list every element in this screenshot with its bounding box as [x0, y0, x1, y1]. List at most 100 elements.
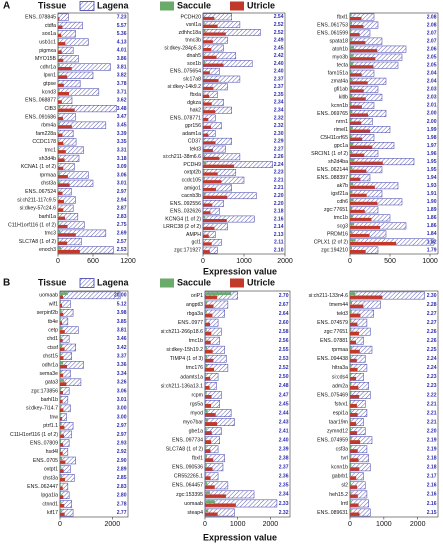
gene-label: C5H11orf65: [320, 135, 348, 141]
bar-saccule: [58, 89, 60, 92]
ratio-label: 3.82: [117, 73, 127, 79]
ratio-label: 7.23: [117, 14, 127, 20]
gene-label: si:ch211-38m6.6: [163, 154, 201, 160]
gene-label: vsnl1a: [186, 22, 201, 28]
ratio-label: 3.00: [117, 414, 127, 420]
bar-saccule: [350, 94, 353, 97]
bar-utricle: [60, 295, 64, 299]
gene-label: zgc:77651: [324, 207, 348, 213]
gene-label: angptl3: [186, 302, 203, 308]
ratio-label: 4.01: [117, 48, 127, 54]
bar-utricle: [60, 399, 63, 403]
ratio-label: 3.81: [117, 64, 127, 70]
ratio-label: 3.06: [117, 388, 127, 394]
gene-label: sl2: [341, 483, 348, 489]
gene-label: tmem44: [329, 302, 348, 308]
ratio-label: 2.21: [274, 177, 284, 183]
bar-utricle: [350, 73, 362, 77]
gene-label: gata3: [45, 380, 58, 386]
bar-lagena: [57, 13, 69, 21]
ratio-label: 2.18: [427, 456, 437, 462]
bar-utricle: [58, 58, 64, 62]
bar-utricle: [203, 226, 215, 230]
bar-utricle: [350, 41, 366, 45]
ratio-label: 2.08: [427, 14, 437, 20]
ratio-label: 3.31: [117, 147, 127, 153]
bar-saccule: [58, 213, 59, 217]
ratio-label: 3.06: [117, 172, 127, 178]
gene-label: chd1: [47, 336, 58, 342]
bar-saccule: [60, 344, 63, 348]
bar-utricle: [350, 476, 357, 480]
gene-label: slc17a8: [183, 76, 201, 82]
plot-frame: [59, 290, 129, 518]
bar-saccule: [350, 382, 352, 386]
ratio-label: 2.52: [274, 22, 284, 28]
ratio-label: 2.30: [427, 293, 437, 299]
bar-saccule: [350, 446, 352, 449]
bar-saccule: [58, 72, 60, 75]
bar-saccule: [350, 158, 355, 162]
ratio-label: 3.42: [117, 345, 127, 351]
bar-utricle: [58, 175, 68, 179]
bar-saccule: [350, 142, 354, 146]
bar-utricle: [350, 358, 357, 363]
x-tick-label: 0: [348, 521, 352, 528]
ratio-label: 2.45: [274, 45, 284, 51]
ratio-label: 2.97: [117, 189, 127, 195]
bar-utricle: [203, 234, 209, 238]
ratio-label: 2.85: [117, 475, 127, 481]
gene-label: zymnd12: [327, 428, 348, 434]
bar-saccule: [60, 327, 63, 330]
bar-utricle: [350, 57, 376, 61]
ratio-label: 2.53: [117, 247, 127, 253]
ratio-label: 2.18: [274, 209, 284, 215]
gene-label: cacnb3b: [181, 193, 201, 199]
bar-saccule: [350, 30, 352, 33]
bar-utricle: [205, 467, 213, 471]
bar-saccule: [350, 328, 352, 332]
bar-utricle: [205, 494, 226, 498]
bar-utricle: [60, 434, 64, 438]
ratio-label: 2.23: [427, 374, 437, 380]
bar-lagena: [57, 80, 81, 88]
bar-saccule: [350, 150, 352, 154]
bar-saccule: [205, 373, 206, 377]
bar-utricle: [350, 89, 364, 93]
bar-saccule: [350, 110, 353, 114]
ratio-label: 2.28: [427, 302, 437, 308]
bar-saccule: [203, 21, 205, 25]
gene-label: ak7b: [337, 183, 348, 189]
ratio-label: 2.37: [274, 76, 284, 82]
bar-saccule: [350, 373, 352, 377]
bar-utricle: [203, 79, 219, 83]
ratio-label: 3.37: [117, 354, 127, 360]
gene-label: tmc1: [45, 147, 56, 153]
gene-label: steap4: [187, 510, 203, 516]
legend-swatch: [79, 278, 95, 288]
ratio-label: 2.57: [117, 239, 127, 245]
bar-utricle: [58, 42, 66, 46]
ratio-label: 2.38: [279, 456, 289, 462]
bar-saccule: [203, 192, 206, 196]
bar-saccule: [350, 464, 352, 467]
gene-label: serpinf2b: [37, 310, 58, 316]
ratio-label: 3.98: [117, 310, 127, 316]
plot-frame: [349, 12, 439, 255]
bar-saccule: [203, 161, 206, 165]
gene-label: ENS..062144: [317, 167, 348, 173]
ratio-label: 2.27: [427, 320, 437, 326]
gene-label: zgc:153395: [176, 492, 203, 498]
bar-utricle: [203, 125, 211, 129]
bar-saccule: [60, 379, 64, 382]
gene-label: si:ch211-117c9.5: [17, 197, 56, 203]
bar-saccule: [350, 427, 352, 431]
ratio-label: 1.90: [427, 199, 437, 205]
gene-label: csf3a: [336, 447, 349, 453]
bar-utricle: [205, 485, 215, 489]
bar-saccule: [205, 436, 207, 440]
bar-saccule: [350, 134, 352, 138]
bar-saccule: [203, 200, 204, 204]
gene-label: si:dkey-57c24.6: [20, 206, 56, 212]
ratio-label: 2.78: [117, 501, 127, 507]
